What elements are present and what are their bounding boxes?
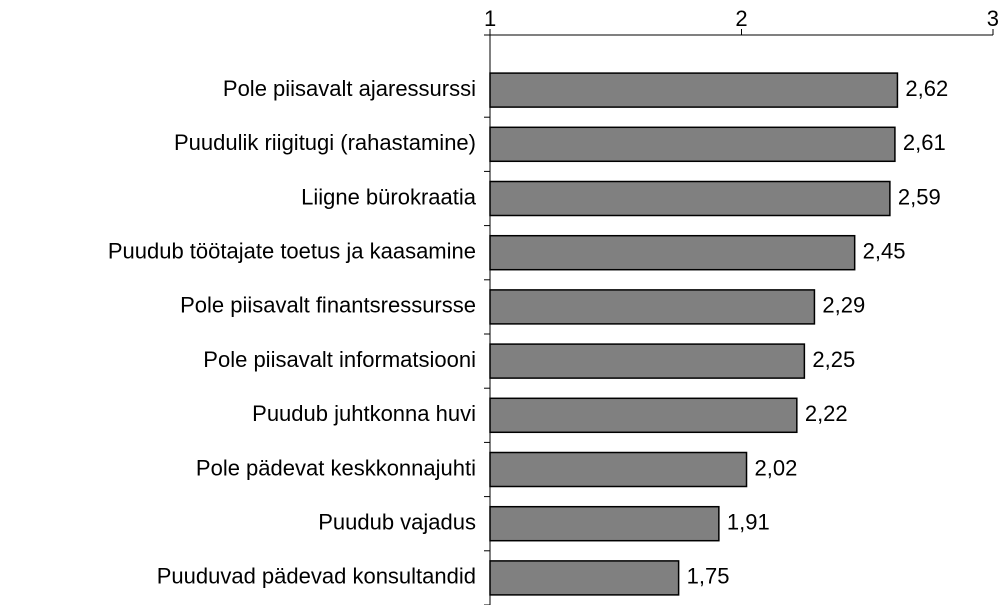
y-tick-label: Puudub vajadus — [318, 510, 476, 535]
y-tick-label: Puudulik riigitugi (rahastamine) — [174, 130, 476, 155]
value-label: 2,59 — [898, 184, 941, 209]
x-tick-label: 2 — [735, 6, 747, 31]
bar — [489, 72, 899, 108]
value-label: 2,22 — [805, 401, 848, 426]
bar — [489, 451, 748, 488]
bar — [489, 289, 816, 325]
x-tick-label: 1 — [484, 6, 496, 31]
y-tick-label: Puudub töötajate toetus ja kaasamine — [108, 239, 476, 264]
value-label: 2,61 — [903, 130, 946, 155]
y-tick-label: Pole piisavalt ajaressurssi — [223, 76, 476, 101]
value-label: 2,62 — [905, 76, 948, 101]
bar — [489, 397, 798, 434]
bar — [489, 234, 856, 271]
y-tick-label: Liigne bürokraatia — [301, 184, 477, 209]
bar — [489, 180, 891, 217]
value-label: 1,75 — [687, 564, 730, 589]
y-tick-label: Puudub juhtkonna huvi — [252, 401, 476, 426]
bar — [489, 560, 680, 596]
value-label: 2,45 — [863, 239, 906, 264]
bar — [489, 343, 806, 379]
value-label: 1,91 — [727, 510, 770, 535]
y-tick-label: Pole piisavalt finantsressursse — [180, 293, 476, 318]
value-label: 2,25 — [812, 347, 855, 372]
y-tick-label: Pole piisavalt informatsiooni — [203, 347, 476, 372]
value-label: 2,29 — [822, 293, 865, 318]
value-label: 2,02 — [755, 455, 798, 480]
bar — [489, 505, 720, 542]
bar — [489, 126, 896, 163]
x-tick-label: 3 — [987, 6, 999, 31]
y-tick-label: Puuduvad pädevad konsultandid — [157, 564, 476, 589]
y-tick-label: Pole pädevat keskkonnajuhti — [196, 455, 476, 480]
